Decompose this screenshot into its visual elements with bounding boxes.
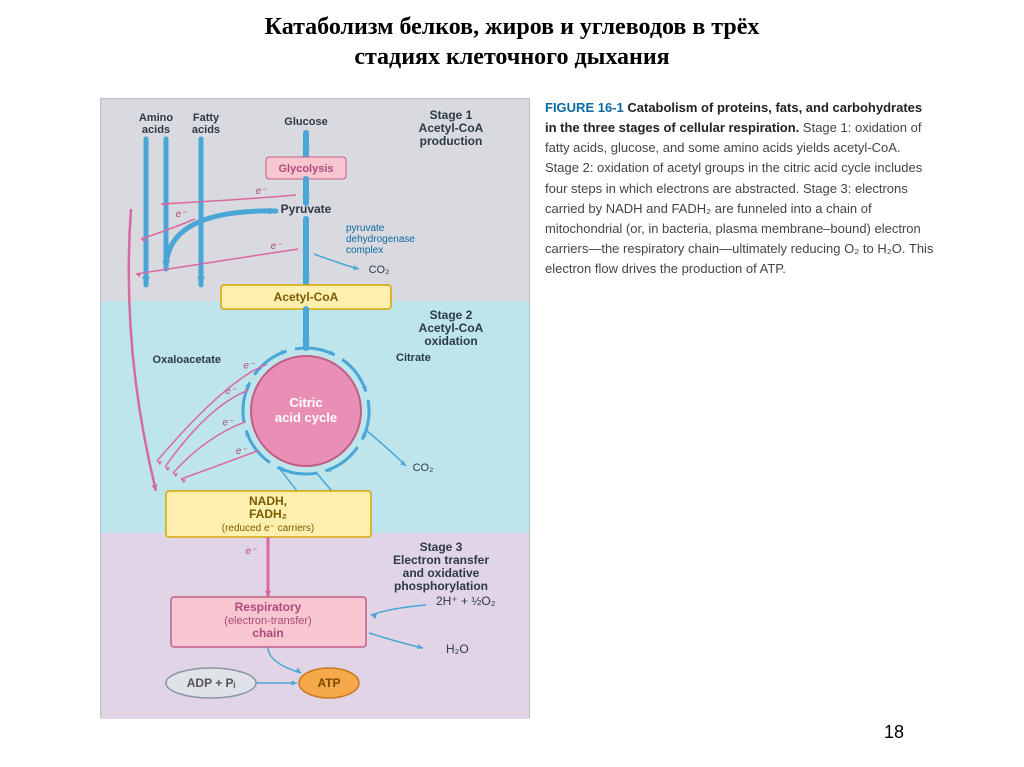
svg-text:ADP + Pᵢ: ADP + Pᵢ <box>187 676 236 690</box>
svg-text:Oxaloacetate: Oxaloacetate <box>153 354 221 366</box>
svg-text:Glucose: Glucose <box>284 116 327 128</box>
svg-text:Pyruvate: Pyruvate <box>281 202 332 216</box>
svg-text:ATP: ATP <box>317 676 340 690</box>
svg-text:Aminoacids: Aminoacids <box>139 112 174 136</box>
svg-text:pyruvate: pyruvate <box>346 223 385 234</box>
svg-text:and oxidative: and oxidative <box>403 566 480 580</box>
diagram: Stage 1Acetyl-CoAproductionStage 2Acetyl… <box>100 98 530 718</box>
svg-text:e⁻: e⁻ <box>256 186 268 197</box>
svg-text:Stage 1: Stage 1 <box>430 108 473 122</box>
figure-caption: FIGURE 16-1 Catabolism of proteins, fats… <box>545 98 935 279</box>
diagram-svg: Stage 1Acetyl-CoAproductionStage 2Acetyl… <box>101 99 531 719</box>
svg-text:Glycolysis: Glycolysis <box>278 163 333 175</box>
svg-text:e⁻: e⁻ <box>246 546 258 557</box>
svg-text:Respiratory: Respiratory <box>235 600 302 614</box>
svg-text:Electron transfer: Electron transfer <box>393 553 489 567</box>
svg-text:e⁻: e⁻ <box>225 386 237 397</box>
svg-text:Citric: Citric <box>289 395 322 410</box>
svg-text:complex: complex <box>346 245 383 256</box>
svg-text:NADH,: NADH, <box>249 494 287 508</box>
svg-text:Stage 3: Stage 3 <box>420 540 463 554</box>
svg-text:e⁻: e⁻ <box>236 446 248 457</box>
page-title: Катаболизм белков, жиров и углеводов в т… <box>0 12 1024 72</box>
figure-label: FIGURE 16-1 <box>545 100 624 115</box>
svg-text:acid cycle: acid cycle <box>275 410 337 425</box>
svg-text:Fattyacids: Fattyacids <box>192 112 220 136</box>
svg-text:CO₂: CO₂ <box>413 462 434 474</box>
svg-text:production: production <box>420 134 483 148</box>
svg-text:Citrate: Citrate <box>396 352 431 364</box>
svg-text:dehydrogenase: dehydrogenase <box>346 234 415 245</box>
svg-text:chain: chain <box>252 626 283 640</box>
svg-text:(reduced e⁻ carriers): (reduced e⁻ carriers) <box>222 523 315 534</box>
svg-text:e⁻: e⁻ <box>243 360 255 371</box>
svg-text:Acetyl-CoA: Acetyl-CoA <box>419 321 484 335</box>
svg-text:e⁻: e⁻ <box>223 418 235 429</box>
svg-text:H₂O: H₂O <box>446 642 469 656</box>
title-line-1: Катаболизм белков, жиров и углеводов в т… <box>265 14 760 40</box>
svg-text:Acetyl-CoA: Acetyl-CoA <box>274 290 339 304</box>
svg-text:e⁻: e⁻ <box>176 209 188 220</box>
page-number: 18 <box>884 722 904 743</box>
svg-text:phosphorylation: phosphorylation <box>394 579 488 593</box>
figure-body: Stage 1: oxidation of fatty acids, gluco… <box>545 120 933 276</box>
svg-text:e⁻: e⁻ <box>271 241 283 252</box>
title-line-2: стадиях клеточного дыхания <box>354 44 669 70</box>
svg-text:oxidation: oxidation <box>424 334 477 348</box>
svg-text:2H⁺ + ½O₂: 2H⁺ + ½O₂ <box>436 594 496 608</box>
svg-text:CO₂: CO₂ <box>369 264 390 276</box>
svg-text:FADH₂: FADH₂ <box>249 507 287 521</box>
svg-text:Acetyl-CoA: Acetyl-CoA <box>419 121 484 135</box>
svg-text:Stage 2: Stage 2 <box>430 308 473 322</box>
